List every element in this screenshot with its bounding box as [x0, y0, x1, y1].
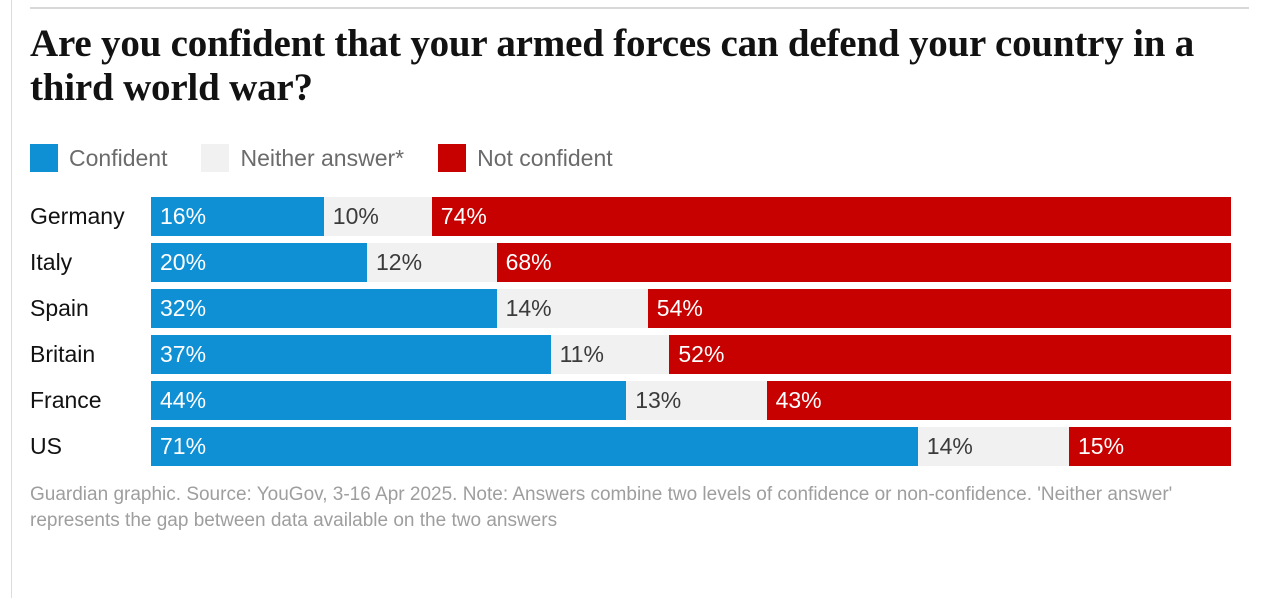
- stacked-bar: 32% 14% 54%: [151, 289, 1231, 328]
- stacked-bar: 71% 14% 15%: [151, 427, 1231, 466]
- bar-segment-confident[interactable]: 71%: [151, 427, 918, 466]
- bar-segment-value: 37%: [160, 341, 207, 367]
- chart-row: US 71% 14% 15%: [30, 427, 1250, 466]
- stacked-bar-chart: Germany 16% 10% 74% Italy 20% 12% 68% Spain 32% 14…: [30, 197, 1250, 466]
- chart-footnote: Guardian graphic. Source: YouGov, 3-16 A…: [30, 484, 1173, 531]
- bar-segment-notconf[interactable]: 15%: [1068, 427, 1231, 466]
- bar-segment-value: 43%: [775, 387, 822, 413]
- bar-segment-confident[interactable]: 44%: [151, 381, 627, 420]
- legend-item-neither[interactable]: Neither answer*: [201, 144, 404, 172]
- graphic-content: Are you confident that your armed forces…: [30, 0, 1250, 534]
- bar-segment-notconf[interactable]: 54%: [647, 289, 1231, 328]
- bar-segment-confident[interactable]: 37%: [151, 335, 551, 374]
- bar-segment-value: 13%: [635, 387, 682, 413]
- bar-segment-value: 20%: [160, 249, 207, 275]
- chart-headline: Are you confident that your armed forces…: [30, 22, 1195, 109]
- legend-item-notconf[interactable]: Not confident: [438, 144, 613, 172]
- bar-segment-notconf[interactable]: 74%: [431, 197, 1231, 236]
- row-label-italy: Italy: [30, 249, 73, 275]
- chart-row: Britain 37% 11% 52%: [30, 335, 1250, 374]
- chart-legend: Confident Neither answer* Not confident: [30, 143, 1250, 173]
- bar-segment-neither[interactable]: 14%: [917, 427, 1069, 466]
- stacked-bar: 20% 12% 68%: [151, 243, 1231, 282]
- row-label-us: US: [30, 433, 62, 459]
- bar-segment-value: 10%: [332, 203, 379, 229]
- bar-segment-value: 74%: [440, 203, 487, 229]
- bar-segment-confident[interactable]: 16%: [151, 197, 324, 236]
- legend-swatch-notconf: [438, 144, 467, 172]
- chart-row: Spain 32% 14% 54%: [30, 289, 1250, 328]
- row-label-spain: Spain: [30, 295, 89, 321]
- bar-segment-notconf[interactable]: 68%: [496, 243, 1231, 282]
- chart-row: France 44% 13% 43%: [30, 381, 1250, 420]
- row-label-france: France: [30, 387, 102, 413]
- bar-segment-value: 44%: [160, 387, 207, 413]
- legend-label: Confident: [69, 145, 168, 171]
- legend-label: Neither answer*: [240, 145, 405, 171]
- bar-segment-notconf[interactable]: 52%: [669, 335, 1231, 374]
- bar-segment-value: 14%: [926, 433, 973, 459]
- left-border-rule: [11, 0, 12, 598]
- bar-segment-value: 12%: [376, 249, 423, 275]
- legend-item-confident[interactable]: Confident: [30, 144, 167, 172]
- bar-segment-neither[interactable]: 14%: [496, 289, 648, 328]
- legend-swatch-neither: [201, 144, 230, 172]
- row-label-germany: Germany: [30, 203, 125, 229]
- stacked-bar: 44% 13% 43%: [151, 381, 1231, 420]
- stacked-bar: 16% 10% 74%: [151, 197, 1231, 236]
- bar-segment-value: 54%: [656, 295, 703, 321]
- bar-segment-confident[interactable]: 20%: [151, 243, 367, 282]
- bar-segment-value: 32%: [160, 295, 207, 321]
- chart-row: Germany 16% 10% 74%: [30, 197, 1250, 236]
- chart-row: Italy 20% 12% 68%: [30, 243, 1250, 282]
- row-label-britain: Britain: [30, 341, 96, 367]
- bar-segment-value: 15%: [1077, 433, 1125, 459]
- bar-segment-neither[interactable]: 10%: [323, 197, 432, 236]
- legend-swatch-confident: [30, 144, 58, 172]
- top-divider-rule: [30, 7, 1249, 9]
- bar-segment-neither[interactable]: 13%: [626, 381, 767, 420]
- bar-segment-value: 68%: [505, 249, 552, 275]
- legend-label: Not confident: [477, 145, 613, 171]
- bar-segment-value: 71%: [160, 433, 207, 459]
- bar-segment-neither[interactable]: 12%: [367, 243, 497, 282]
- bar-segment-value: 52%: [678, 341, 725, 367]
- stacked-bar: 37% 11% 52%: [151, 335, 1231, 374]
- bar-segment-value: 16%: [160, 203, 207, 229]
- bar-segment-value: 14%: [505, 295, 552, 321]
- bar-segment-notconf[interactable]: 43%: [766, 381, 1231, 420]
- bar-segment-neither[interactable]: 11%: [550, 335, 670, 374]
- bar-segment-confident[interactable]: 32%: [151, 289, 497, 328]
- bar-segment-value: 11%: [559, 341, 604, 367]
